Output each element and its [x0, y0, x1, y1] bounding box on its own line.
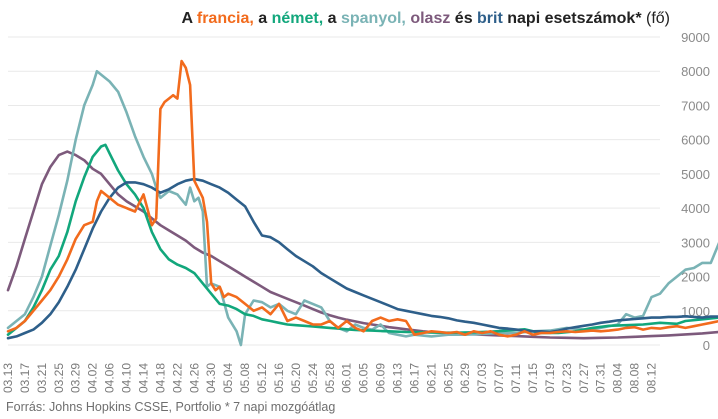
x-tick-label: 06.01 — [340, 363, 354, 393]
y-tick-label: 9000 — [681, 30, 710, 45]
y-tick-label: 5000 — [681, 167, 710, 182]
x-tick-label: 07.15 — [526, 363, 540, 393]
x-tick-label: 03.29 — [69, 363, 83, 393]
x-tick-label: 04.10 — [120, 363, 134, 393]
series-lines — [6, 59, 718, 347]
x-tick-label: 08.04 — [611, 363, 625, 393]
x-tick-label: 04.26 — [187, 363, 201, 393]
title-segment: brit — [477, 10, 503, 27]
x-tick-label: 05.12 — [255, 363, 269, 393]
series-line-brit — [6, 177, 718, 340]
title-segment: A — [181, 10, 196, 27]
x-tick-label: 03.13 — [1, 363, 15, 393]
x-tick-label: 04.02 — [86, 363, 100, 393]
x-tick-label: 06.25 — [441, 363, 455, 393]
title-segment: spanyol, — [341, 10, 406, 27]
x-tick-label: 05.08 — [238, 363, 252, 393]
y-tick-label: 2000 — [681, 270, 710, 285]
x-tick-label: 05.04 — [221, 363, 235, 393]
x-tick-label: 05.28 — [323, 363, 337, 393]
x-tick-label: 04.18 — [153, 363, 167, 393]
title-segment: a — [323, 10, 341, 27]
series-line-francia — [6, 59, 718, 338]
x-tick-label: 03.21 — [35, 363, 49, 393]
series-line-spanyol — [6, 69, 718, 347]
x-tick-label: 06.09 — [374, 363, 388, 393]
title-segment: és — [450, 10, 477, 27]
y-tick-label: 8000 — [681, 64, 710, 79]
title-segment: napi esetszámok* — [503, 10, 643, 27]
y-tick-label: 6000 — [681, 133, 710, 148]
series-line-német — [6, 143, 718, 336]
x-tick-label: 04.14 — [136, 363, 150, 393]
title-segment: német, — [272, 10, 324, 27]
title-segment: (fő) — [642, 10, 670, 27]
x-tick-label: 07.07 — [492, 363, 506, 393]
title-segment: francia, — [197, 10, 254, 27]
x-tick-label: 05.20 — [289, 363, 303, 393]
x-axis: 03.13 03.17 03.21 03.25 03.29 04.02 04.06 04.10… — [1, 363, 659, 393]
chart-title: A francia, a német, a spanyol, olasz és … — [181, 10, 670, 27]
x-tick-label: 06.13 — [391, 363, 405, 393]
x-tick-label: 05.16 — [272, 363, 286, 393]
y-axis: 0 1000 2000 3000 4000 5000 6000 7000 8000 9000 — [681, 30, 710, 353]
x-tick-label: 08.12 — [645, 363, 659, 393]
title-segment: olasz — [410, 10, 450, 27]
source-note: Forrás: Johns Hopkins CSSE, Portfolio * … — [6, 400, 335, 414]
x-tick-label: 07.19 — [543, 363, 557, 393]
x-tick-label: 03.25 — [52, 363, 66, 393]
series-line-olasz — [6, 150, 718, 340]
x-tick-label: 06.21 — [424, 363, 438, 393]
title-segment: a — [254, 10, 272, 27]
y-tick-label: 7000 — [681, 98, 710, 113]
x-tick-label: 07.11 — [509, 364, 523, 393]
y-tick-label: 3000 — [681, 235, 710, 250]
x-tick-label: 06.05 — [357, 363, 371, 393]
x-tick-label: 04.06 — [103, 363, 117, 393]
y-tick-label: 4000 — [681, 201, 710, 216]
x-tick-label: 06.29 — [458, 363, 472, 393]
x-tick-label: 08.08 — [628, 363, 642, 393]
y-tick-label: 0 — [703, 338, 710, 353]
x-tick-label: 05.24 — [306, 363, 320, 393]
x-tick-label: 03.17 — [18, 363, 32, 393]
x-tick-label: 04.22 — [170, 363, 184, 393]
y-tick-label: 1000 — [681, 304, 710, 319]
x-tick-label: 07.27 — [577, 363, 591, 393]
x-tick-label: 04.30 — [204, 363, 218, 393]
x-tick-label: 07.31 — [594, 363, 608, 393]
x-tick-label: 07.23 — [560, 363, 574, 393]
gridlines — [8, 36, 660, 346]
x-tick-label: 06.17 — [407, 363, 421, 393]
x-tick-label: 07.03 — [475, 363, 489, 393]
